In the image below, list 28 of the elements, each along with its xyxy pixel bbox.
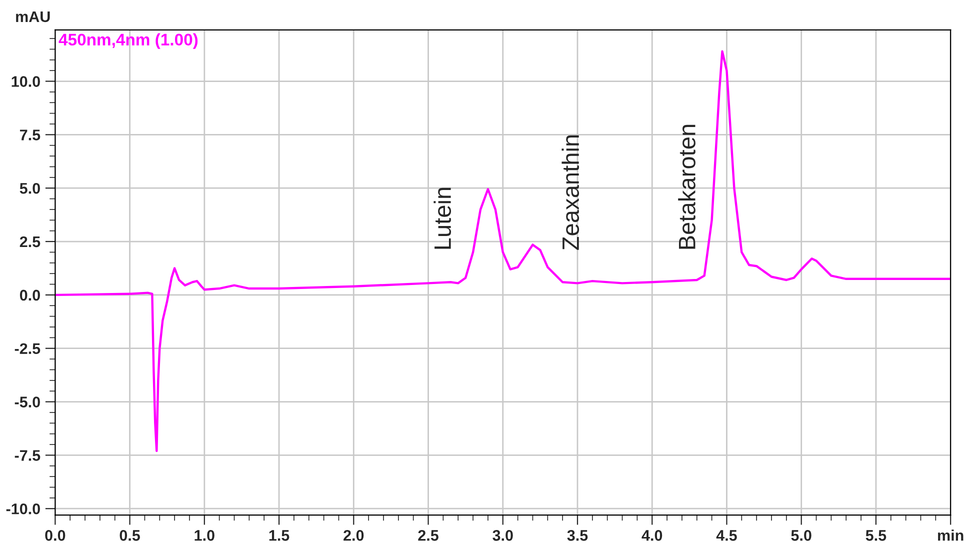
y-tick-label: -5.0 — [14, 396, 40, 408]
x-tick-label: 0.0 — [45, 530, 66, 541]
x-tick-label: min — [938, 530, 964, 541]
x-tick-label: 2.5 — [418, 530, 438, 541]
x-tick-label: 1.0 — [194, 530, 214, 541]
y-tick-label: 7.5 — [20, 130, 40, 140]
y-tick-label: 5.0 — [20, 182, 40, 194]
x-tick-label: 5.0 — [791, 530, 812, 541]
text: 450nm,4nm (1.00) — [58, 33, 198, 49]
line-series — [55, 50, 951, 452]
y-tick-label: 0.0 — [20, 290, 40, 301]
x-tick-label: 3.5 — [567, 530, 588, 541]
x-tick-label: 1.5 — [269, 530, 290, 541]
x-tick-label: 5.5 — [866, 530, 886, 541]
x-tick-label: 2.0 — [344, 530, 364, 541]
x-tick-label: 3.0 — [492, 530, 513, 541]
annotation: Zeaxanthin — [562, 135, 580, 250]
x-tick-label: 4.0 — [642, 530, 662, 541]
y-tick-label: 10.0 — [12, 76, 40, 87]
y-axis-title: mAU — [16, 11, 50, 22]
y-tick-label: -2.5 — [14, 343, 40, 354]
y-tick-label: -10.0 — [6, 503, 40, 514]
y-tick-label: -7.5 — [14, 450, 40, 461]
annotation: Betakaroten — [678, 124, 696, 249]
y-tick-label: 2.5 — [20, 236, 40, 248]
x-tick-label: 4.5 — [716, 530, 737, 541]
annotation: Lutein — [434, 188, 452, 249]
x-tick-label: 0.5 — [120, 530, 140, 541]
